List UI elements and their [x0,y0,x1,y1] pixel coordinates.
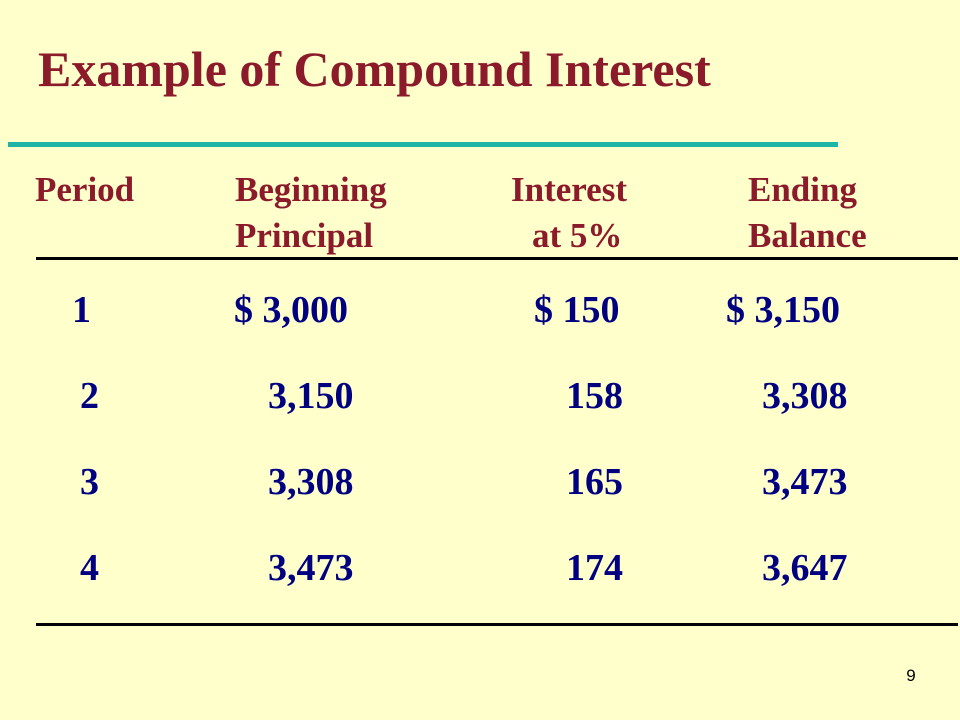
row-2-period: 2 [80,375,99,417]
row-2-principal: 3,150 [268,375,354,417]
row-1-interest: $ 150 [534,289,620,331]
row-1-principal: $ 3,000 [234,289,348,331]
header-principal-line2: Principal [235,216,374,255]
header-interest-line1: Interest [511,170,627,209]
header-principal-line1: Beginning [235,170,387,209]
row-3-principal: 3,308 [268,461,354,503]
row-4-principal: 3,473 [268,547,354,589]
title-underline [8,142,838,147]
row-3-period: 3 [80,461,99,503]
row-4-period: 4 [80,547,99,589]
row-2-interest: 158 [566,375,623,417]
row-1-balance: $ 3,150 [726,289,840,331]
row-4-balance: 3,647 [762,547,848,589]
row-2-balance: 3,308 [762,375,848,417]
row-3-interest: 165 [566,461,623,503]
header-interest-line2: at 5% [532,216,623,255]
row-1-period: 1 [72,289,91,331]
row-4-interest: 174 [566,547,623,589]
page-number: 9 [906,666,916,685]
header-balance-line2: Balance [748,216,867,255]
header-balance-line1: Ending [748,170,857,209]
header-rule [36,257,958,260]
header-period: Period [35,170,135,209]
footer-rule [36,623,958,626]
slide-title: Example of Compound Interest [38,41,711,97]
row-3-balance: 3,473 [762,461,848,503]
